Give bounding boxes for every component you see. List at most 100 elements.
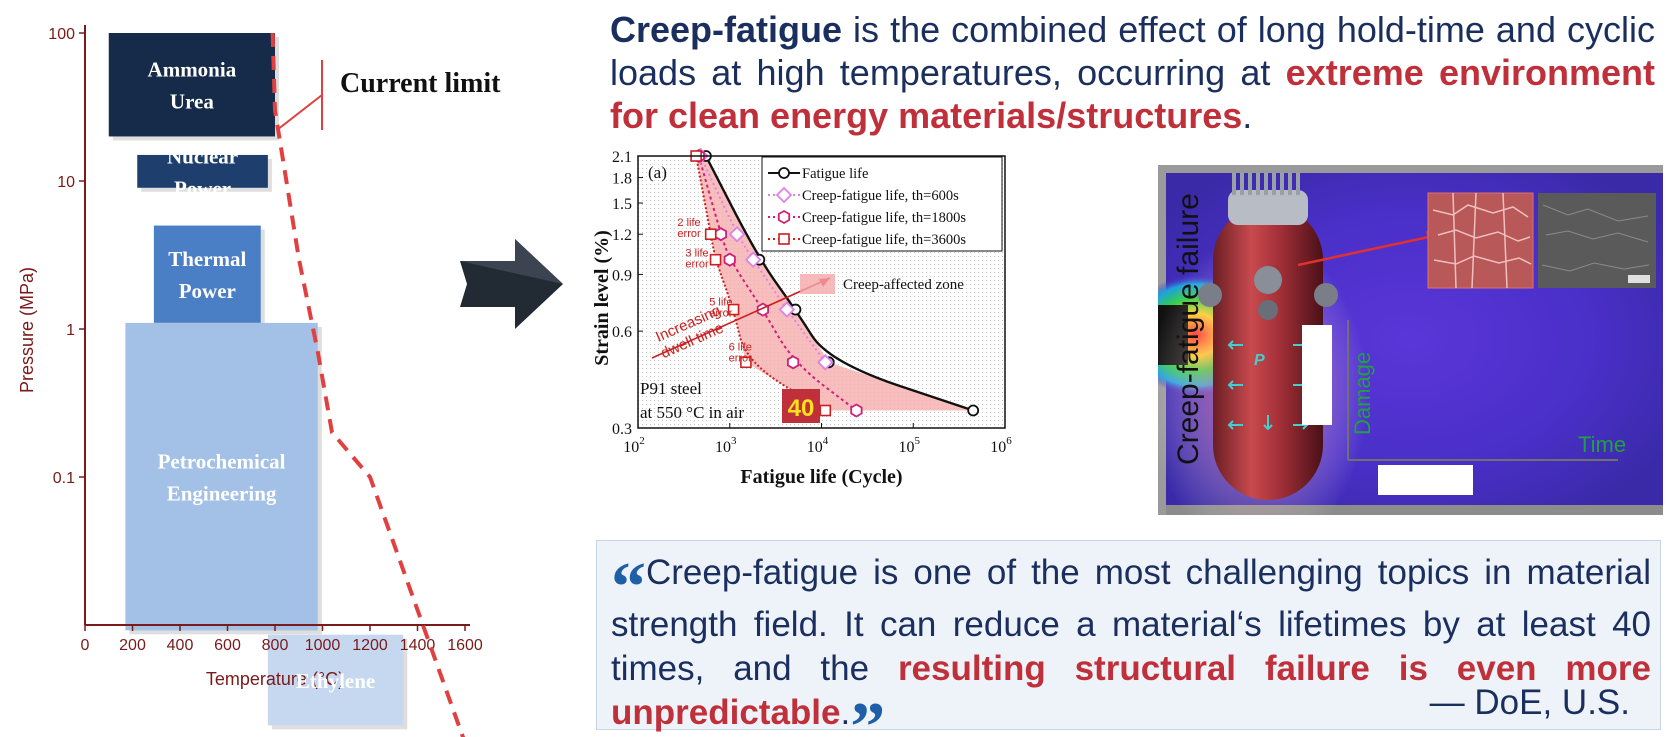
badge-box [782, 389, 820, 423]
region-label: Power [179, 279, 236, 303]
y-tick-label: 0.3 [612, 421, 632, 438]
material-label: at 550 °C in air [640, 403, 744, 422]
x-tick-label: 800 [262, 637, 289, 654]
y-axis-label: Pressure (MPa) [17, 267, 37, 393]
life-error-label: 3 life [685, 248, 708, 260]
region-thermal [153, 225, 261, 323]
x-tick-label: 400 [167, 637, 194, 654]
data-point [714, 227, 728, 242]
y-tick-label: 0.6 [612, 324, 632, 341]
series-line [697, 155, 858, 412]
x-axis-label: Temperature (°C) [206, 669, 344, 689]
legend-marker [778, 233, 790, 245]
y-tick-label: 10 [57, 174, 75, 191]
x-tick-label: 1200 [352, 637, 388, 654]
headline-term: Creep-fatigue [610, 9, 843, 50]
life-error-label: error [677, 228, 701, 240]
series-line [695, 155, 826, 412]
right-arrow-icon [460, 239, 563, 329]
region-label: Thermal [168, 247, 246, 271]
x-tick-label: 104 [807, 435, 829, 456]
region-label: Engineering [167, 482, 277, 506]
quote-text: “Creep-fatigue is one of the most challe… [611, 551, 1651, 737]
data-point [778, 301, 796, 318]
legend-marker [778, 167, 790, 179]
region-label: Ethylene [296, 669, 375, 693]
quote-end: . [840, 693, 851, 732]
data-point [744, 251, 762, 268]
data-point [709, 253, 722, 266]
y-tick-label: 1.2 [612, 227, 632, 244]
strain-fatigue-chart: Strain level (%)Fatigue life (Cycle)(a) … [591, 148, 1012, 488]
life-error-label: error [729, 353, 753, 365]
damage-axis-label: Damage [1350, 352, 1375, 435]
data-point [817, 354, 834, 371]
legend-entry: Creep-fatigue life, th=600s [802, 188, 959, 204]
legend-marker [775, 186, 793, 204]
data-point [704, 228, 717, 241]
current-limit-marker [276, 60, 323, 131]
badge-value: 40 [788, 395, 815, 422]
data-point [727, 303, 740, 316]
y-tick-label: 100 [48, 26, 75, 43]
x-tick-label: 600 [214, 637, 241, 654]
close-quote-mark: ” [850, 689, 886, 737]
life-error-label: 2 life [677, 217, 700, 229]
x-tick-label: 1000 [305, 637, 341, 654]
quote-body: Creep-fatigue is one of the most challen… [611, 553, 1651, 688]
life-error-label: error [685, 259, 709, 271]
y-tick-label: 1.8 [612, 171, 632, 188]
life-error-label: error [709, 308, 733, 320]
legend-box [761, 156, 1003, 252]
headline-highlight: extreme environment for clean energy mat… [610, 52, 1656, 136]
series-line [704, 155, 974, 412]
creep-fatigue-failure-illustration: P Creep-fatigue failure Damage Time [1158, 165, 1663, 515]
x-tick-label: 0 [81, 637, 90, 654]
current-limit-label: Current limit [340, 68, 501, 99]
y-tick-label: 0.1 [53, 470, 75, 487]
data-point [819, 404, 832, 417]
data-point [850, 403, 863, 418]
x-tick-label: 105 [899, 435, 921, 456]
region-ethylene [267, 634, 404, 726]
creep-affected-zone [696, 156, 974, 411]
y-tick-label: 1 [66, 322, 75, 339]
data-point [728, 225, 746, 243]
x-tick-label: 1400 [400, 637, 436, 654]
y-tick-label: 0.9 [612, 267, 632, 284]
data-point [786, 355, 800, 370]
x-tick-label: 1600 [447, 637, 483, 654]
life-error-label: 6 life [729, 342, 752, 354]
x-tick-label: 106 [990, 435, 1012, 456]
region-petrochemical [125, 322, 318, 631]
life-error-label: 5 life [709, 297, 732, 309]
legend-marker [777, 209, 791, 225]
region-label: Nuclear [167, 144, 238, 168]
headline-body: is the combined effect of long hold-time… [610, 9, 1655, 93]
headline: Creep-fatigue is the combined effect of … [610, 8, 1655, 137]
quote-box: “Creep-fatigue is one of the most challe… [596, 540, 1661, 737]
region-nuclear [137, 154, 268, 188]
svg-text:P: P [1254, 352, 1265, 369]
headline-end: . [1242, 95, 1253, 136]
quote-highlight: resulting structural failure is even mor… [611, 649, 1651, 732]
legend-entry: Fatigue life [802, 166, 868, 182]
region-label: Petrochemical [158, 450, 286, 474]
y-tick-label: 1.5 [612, 196, 632, 213]
region-label: Urea [170, 90, 214, 114]
zone-swatch [800, 274, 835, 294]
data-point [967, 404, 980, 417]
y-tick-label: 2.1 [612, 149, 632, 166]
x-tick-label: 103 [715, 435, 737, 456]
region-ammonia [108, 33, 275, 137]
zone-label: Creep-affected zone [843, 277, 964, 293]
x-axis-label: Fatigue life (Cycle) [740, 466, 902, 488]
y-axis-label: Strain level (%) [591, 230, 613, 366]
region-label: Ammonia [148, 58, 237, 82]
legend-entry: Creep-fatigue life, th=1800s [802, 210, 966, 226]
data-point [723, 252, 736, 267]
x-tick-label: 102 [623, 435, 645, 456]
legend-entry: Creep-fatigue life, th=3600s [802, 232, 966, 248]
quote-source: — DoE, U.S. [1429, 683, 1630, 722]
